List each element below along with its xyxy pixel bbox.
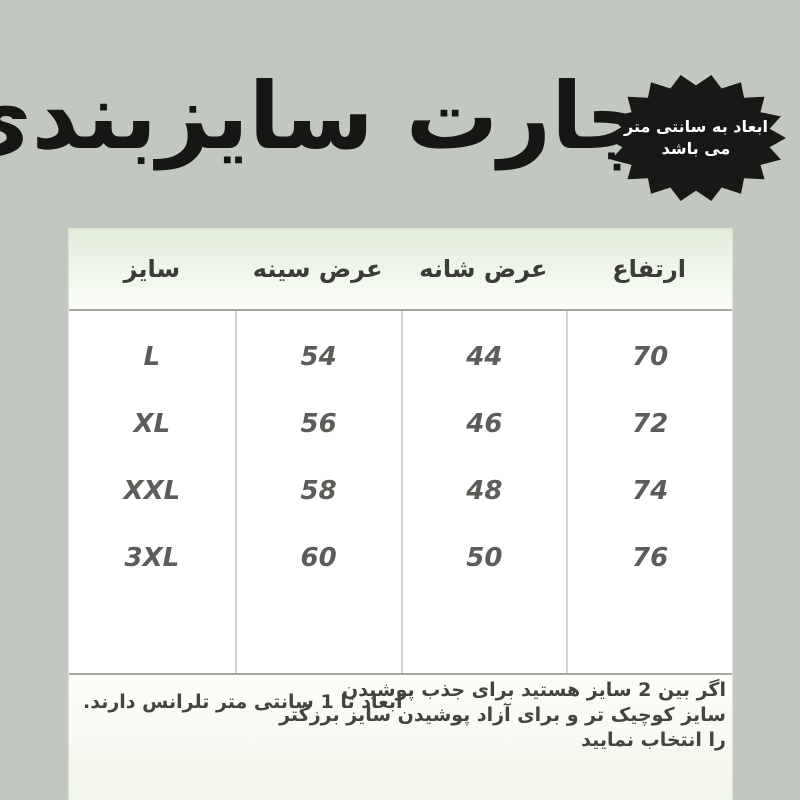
fit-advice-line-3: را انتخاب نمایید [581, 729, 726, 751]
chest-cell-XL: 56 [300, 408, 337, 439]
size-cell-L: L [143, 341, 161, 372]
size-cell-3XL: 3XL [124, 542, 180, 573]
header-chest-width: عرض سینه [252, 255, 383, 283]
header-height: ارتفاع [612, 255, 686, 283]
column-size: L XL XXL 3XL [69, 311, 235, 673]
table-body: L XL XXL 3XL 54 56 58 60 44 46 48 50 70 … [69, 311, 732, 675]
shoulder-cell-XXL: 48 [466, 475, 503, 506]
fit-advice-line-1: اگر بین 2 سایز هستید برای جذب پوشیدن [341, 679, 726, 701]
size-cell-XXL: XXL [123, 475, 181, 506]
unit-badge-line2: می باشد [661, 139, 731, 158]
starburst-icon [606, 75, 786, 201]
fit-advice-line-2: سایز کوچیک تر و برای آزاد پوشیدن سایز بر… [279, 704, 726, 726]
table-footer: ابعاد تا 1 سانتی متر تلرانس دارند. اگر ب… [69, 675, 732, 800]
unit-badge-line1: ابعاد به سانتی متر [623, 117, 769, 136]
size-cell-XL: XL [133, 408, 171, 439]
header-shoulder-width: عرض شانه [419, 255, 548, 283]
height-cell-3XL: 76 [632, 542, 669, 573]
shoulder-cell-XL: 46 [466, 408, 503, 439]
shoulder-cell-3XL: 50 [466, 542, 503, 573]
column-height: 70 72 74 76 [566, 311, 732, 673]
chest-cell-XXL: 58 [300, 475, 337, 506]
unit-badge-text: ابعاد به سانتی متر می باشد [606, 74, 786, 202]
height-cell-L: 70 [632, 341, 669, 372]
page-title: چارت سایزبندی [0, 63, 652, 170]
height-cell-XL: 72 [632, 408, 669, 439]
fit-advice-note: اگر بین 2 سایز هستید برای جذب پوشیدن سای… [279, 678, 726, 753]
table-header-row: سایز عرض سینه عرض شانه ارتفاع [69, 229, 732, 311]
size-table-panel: سایز عرض سینه عرض شانه ارتفاع L XL XXL 3… [68, 228, 733, 800]
shoulder-cell-L: 44 [466, 341, 503, 372]
column-shoulder-width: 44 46 48 50 [400, 311, 567, 673]
unit-badge: ابعاد به سانتی متر می باشد [606, 74, 786, 202]
height-cell-XXL: 74 [632, 475, 669, 506]
chest-cell-3XL: 60 [300, 542, 337, 573]
tolerance-note: ابعاد تا 1 سانتی متر تلرانس دارند. [83, 691, 403, 713]
chest-cell-L: 54 [300, 341, 337, 372]
column-chest-width: 54 56 58 60 [234, 311, 401, 673]
header-size: سایز [123, 255, 181, 283]
